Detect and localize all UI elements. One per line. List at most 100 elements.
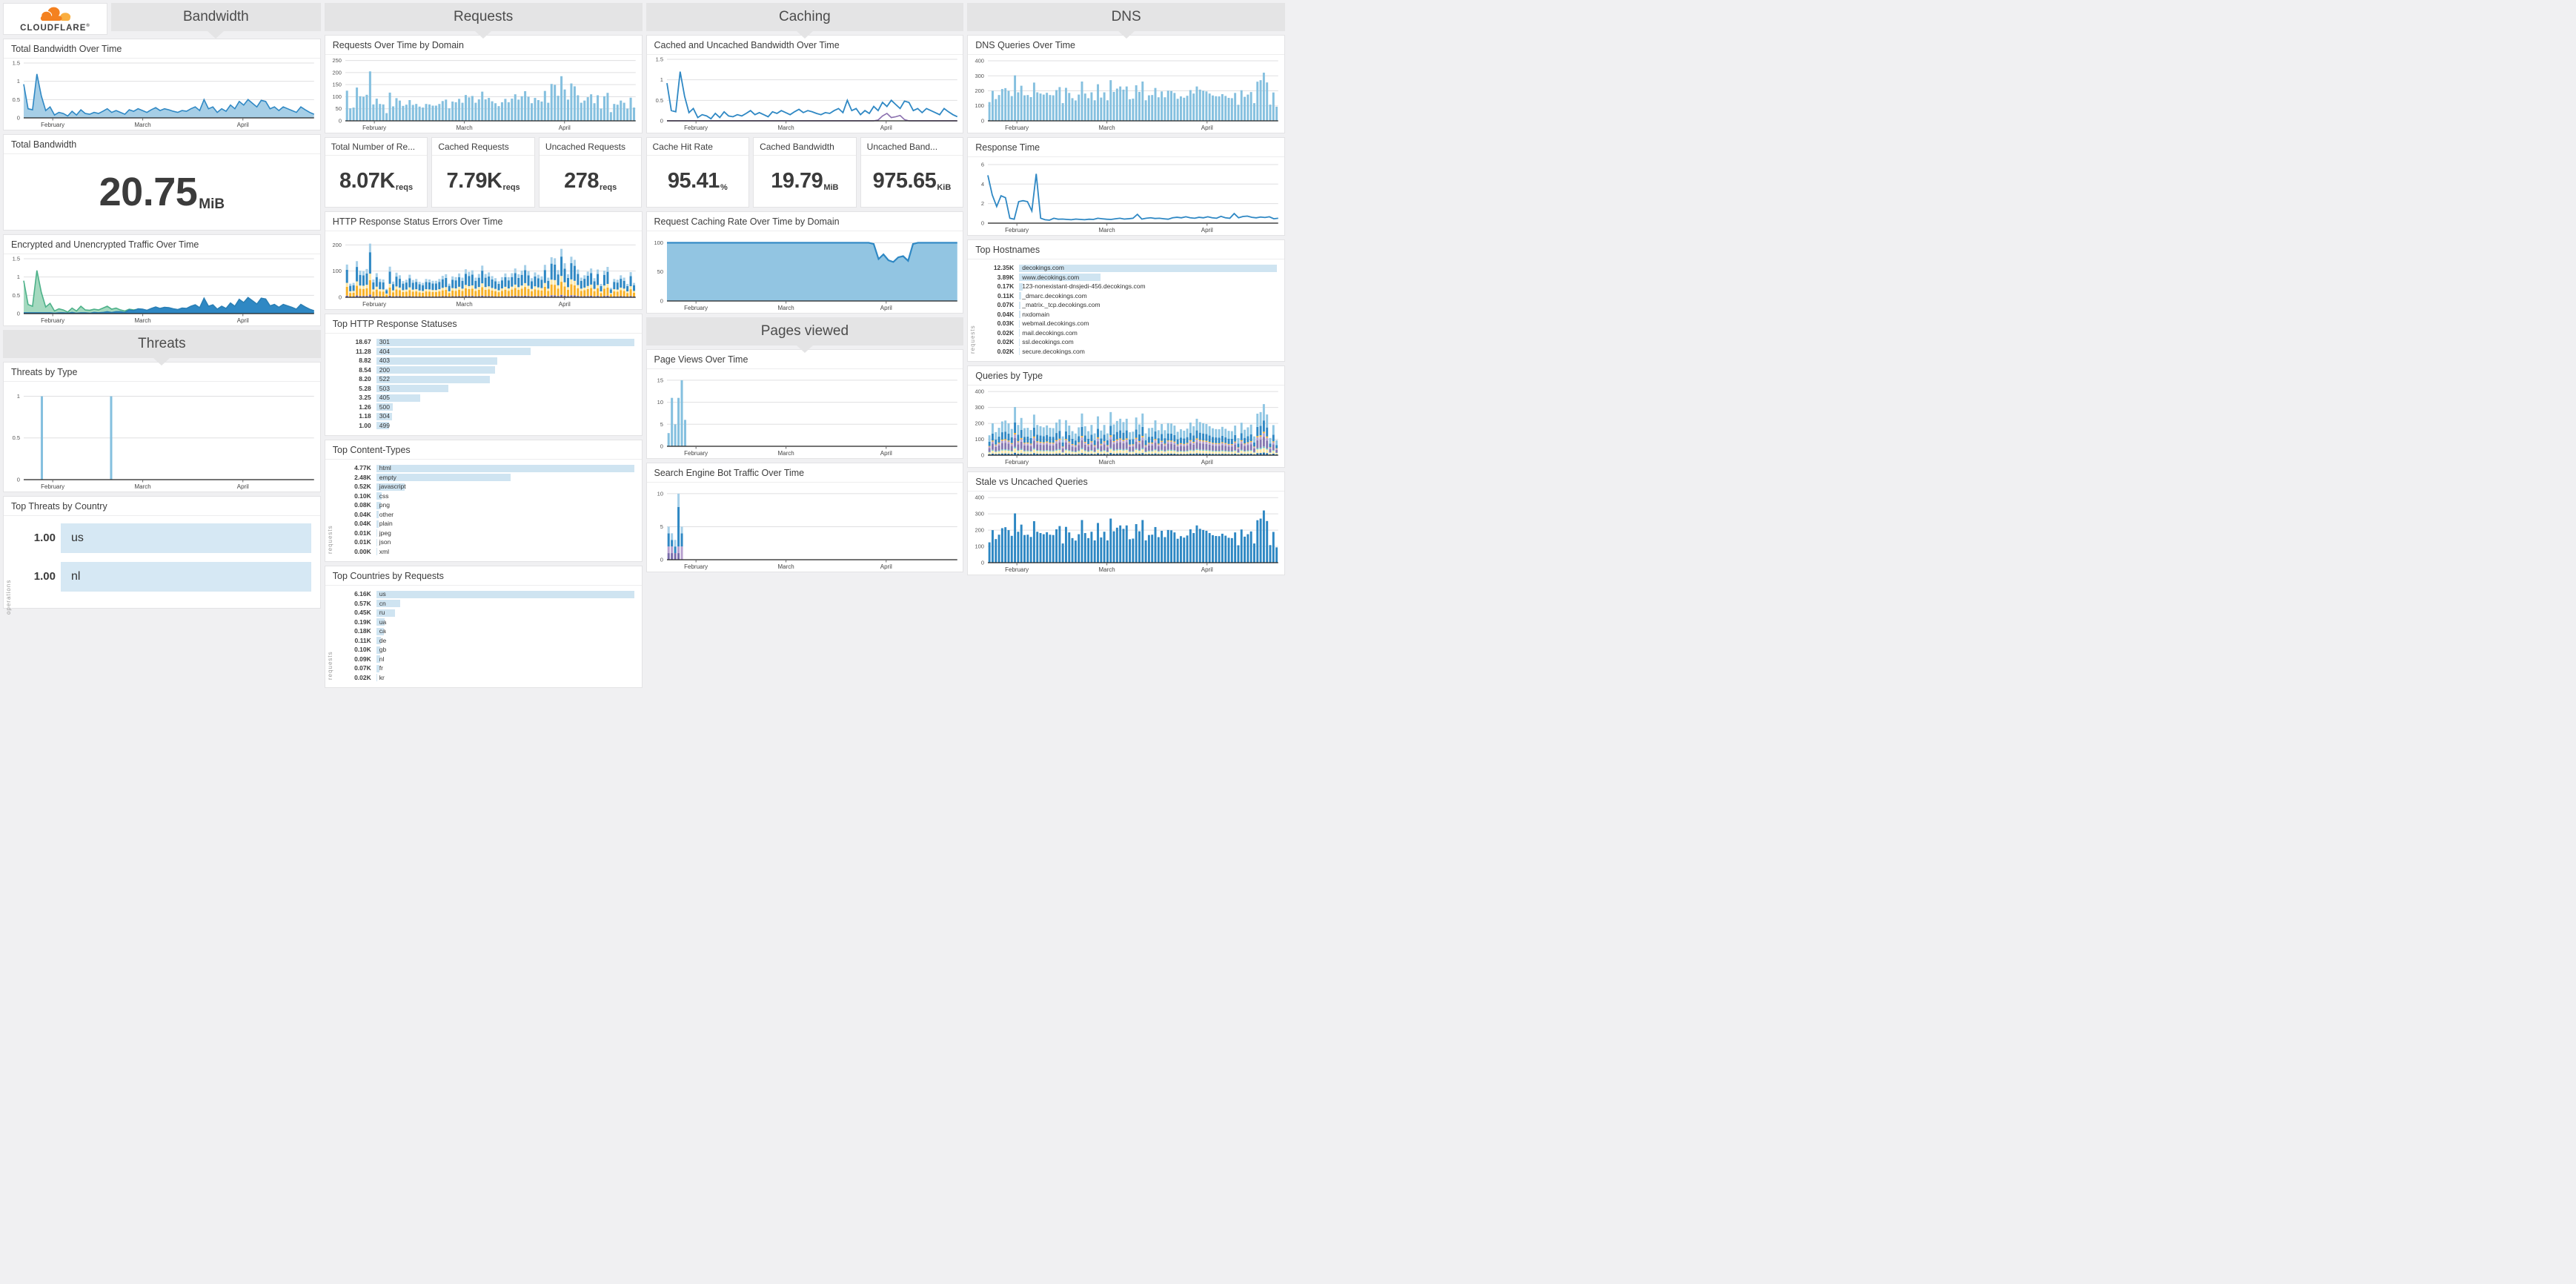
item-value: 0.17K (997, 282, 1015, 290)
stale-vs-uncached-queries-chart[interactable]: 0 100 200 300 400 February March April (968, 492, 1284, 575)
panel-stale-uncached-queries: Stale vs Uncached Queries 0 100 200 300 400 F… (967, 471, 1285, 575)
item-value: 1.00 (359, 421, 371, 429)
svg-text:April: April (1201, 459, 1213, 466)
item-bar-track: 500 (376, 403, 634, 411)
item-bar-track: secure.decokings.com (1019, 348, 1277, 356)
item-bar (376, 627, 384, 635)
list-item: 0.19K ua (339, 618, 634, 626)
response-time-chart[interactable]: 0 2 4 6 February March April (968, 157, 1284, 235)
queries-by-type-chart[interactable]: 0 100 200 300 400 February March April (968, 385, 1284, 467)
item-label: webmail.decokings.com (1022, 320, 1089, 327)
item-bar (376, 538, 377, 546)
item-bar (376, 664, 379, 672)
item-bar (1019, 311, 1020, 318)
svg-text:0.5: 0.5 (13, 292, 20, 299)
item-bar-track: fr (376, 664, 634, 672)
item-bar-track: css (376, 492, 634, 500)
top-countries-list[interactable]: requests 6.16K us 0.57K cn 0.45K ru 0.19K ua 0.18… (325, 586, 642, 687)
item-label: cn (379, 599, 386, 607)
item-label: nxdomain (1022, 310, 1050, 318)
svg-text:150: 150 (332, 82, 342, 88)
item-label: nl (379, 655, 385, 663)
svg-text:March: March (456, 301, 472, 308)
item-bar (1019, 320, 1020, 328)
item-bar (1019, 292, 1022, 300)
svg-text:February: February (362, 301, 386, 308)
list-item: 1.26 500 (339, 403, 634, 411)
panel-top-hostnames: Top Hostnames requests 12.35K decokings.co… (967, 239, 1285, 362)
svg-text:0: 0 (339, 117, 342, 124)
stat-title: Uncached Requests (539, 138, 642, 156)
svg-text:400: 400 (975, 388, 985, 395)
svg-text:0: 0 (17, 476, 20, 483)
top-hostnames-list[interactable]: requests 12.35K decokings.com 3.89K www.deco… (968, 259, 1284, 361)
svg-text:April: April (880, 305, 892, 311)
svg-text:1: 1 (17, 274, 20, 280)
list-item: 1.00 nl (19, 562, 311, 592)
svg-text:10: 10 (657, 399, 663, 406)
stat-value: 95.41 (667, 169, 720, 193)
list-item: 0.02K kr (339, 674, 634, 682)
encrypted-unencrypted-traffic-chart[interactable]: 0 0.5 1 1.5 February March April (4, 254, 320, 325)
list-item: 0.18K ca (339, 627, 634, 635)
item-value: 0.02K (997, 328, 1015, 337)
item-label: 404 (379, 347, 390, 355)
list-item: 11.28 404 (339, 348, 634, 356)
top-content-types-list[interactable]: requests 4.77K html 2.48K empty 0.52K javascri… (325, 460, 642, 561)
svg-text:0: 0 (17, 310, 20, 317)
item-value: 11.28 (355, 347, 371, 355)
svg-text:100: 100 (332, 268, 342, 274)
top-threats-by-country-list[interactable]: operations 1.00 us 1.00 nl (4, 516, 320, 615)
page-views-over-time-chart[interactable]: 0 5 10 15 February March April (647, 369, 963, 458)
brand-wordmark: CLOUDFLARE® (20, 23, 90, 33)
request-caching-rate-chart[interactable]: 0 50 100 February March April (647, 231, 963, 313)
item-bar-track: us (376, 590, 634, 598)
threats-by-type-chart[interactable]: 0 0.5 1 February March April (4, 382, 320, 492)
item-bar-track: 304 (376, 412, 634, 420)
requests-over-time-chart[interactable]: 0 50 100 150 200 250 February March April (325, 55, 642, 133)
svg-text:10: 10 (657, 490, 663, 497)
svg-text:0: 0 (660, 117, 663, 124)
http-errors-over-time-chart[interactable]: 0 100 200 February March April (325, 231, 642, 309)
item-bar (1019, 282, 1023, 291)
stat-value: 19.79 (771, 169, 823, 193)
svg-text:February: February (1005, 459, 1029, 466)
item-label: 123-nonexistant-dnsjedi-456.decokings.co… (1022, 282, 1146, 290)
svg-text:March: March (1099, 566, 1115, 573)
cached-uncached-bandwidth-chart[interactable]: 0 0.5 1 1.5 February March April (647, 55, 963, 133)
item-label: ru (379, 609, 385, 616)
panel-dns-queries: DNS Queries Over Time 0 100 200 300 400 Febru… (967, 35, 1285, 133)
item-label: mail.decokings.com (1022, 328, 1078, 337)
panel-queries-by-type: Queries by Type 0 100 200 300 400 February Mar… (967, 365, 1285, 468)
svg-text:300: 300 (975, 511, 985, 517)
list-item: 18.67 301 (339, 338, 634, 346)
item-bar-track: mail.decokings.com (1019, 329, 1277, 337)
item-value: 18.67 (355, 338, 371, 345)
search-bot-traffic-chart[interactable]: 0 5 10 February March April (647, 483, 963, 572)
list-item: 0.02K secure.decokings.com (981, 348, 1277, 356)
svg-text:April: April (1201, 227, 1213, 234)
item-label: html (379, 464, 391, 471)
panel-encrypted-traffic: Encrypted and Unencrypted Traffic Over T… (3, 234, 321, 326)
dns-queries-over-time-chart[interactable]: 0 100 200 300 400 February March April (968, 55, 1284, 133)
list-item: 0.00K xml (339, 548, 634, 556)
total-bandwidth-over-time-chart[interactable]: 0 0.5 1 1.5 February March April (4, 59, 320, 130)
list-item: 3.89K www.decokings.com (981, 274, 1277, 282)
svg-text:February: February (1005, 566, 1029, 573)
list-item: 1.00 499 (339, 422, 634, 430)
cloudflare-analytics-dashboard: CLOUDFLARE® Bandwidth Total Bandwidth Ov… (0, 0, 1288, 688)
item-label: _matrix._tcp.decokings.com (1022, 301, 1101, 308)
svg-text:200: 200 (975, 87, 985, 94)
list-item: 0.03K webmail.decokings.com (981, 320, 1277, 328)
item-label: decokings.com (1022, 264, 1064, 271)
item-bar-track: 403 (376, 357, 634, 365)
svg-text:April: April (1201, 566, 1213, 573)
item-value: 8.54 (359, 365, 371, 374)
item-value: 0.52K (354, 483, 371, 490)
stat-uncached-requests: Uncached Requests 278 reqs (538, 137, 643, 208)
list-item: 0.10K css (339, 492, 634, 500)
top-http-statuses-list[interactable]: 18.67 301 11.28 404 8.82 403 8.54 200 8.20 522 5.2… (325, 334, 642, 435)
section-header-requests: Requests (324, 3, 643, 39)
item-bar-track: de (376, 637, 634, 645)
panel-top-content-types: Top Content-Types requests 4.77K html 2.48K… (324, 440, 643, 562)
